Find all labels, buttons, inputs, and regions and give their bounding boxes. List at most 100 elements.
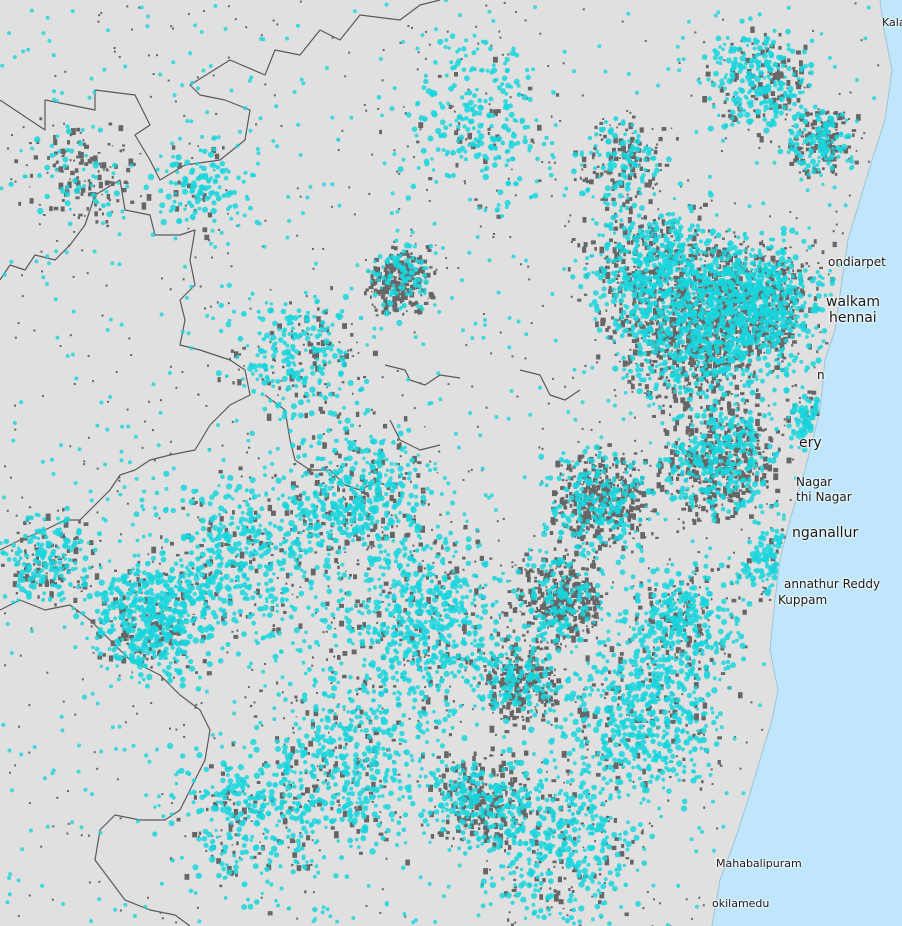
- building-footprint: [763, 95, 769, 100]
- building-footprint: [414, 242, 417, 245]
- building-footprint: [552, 490, 557, 497]
- building-footprint: [599, 246, 605, 254]
- building-footprint: [696, 267, 702, 272]
- building-footprint: [598, 873, 602, 876]
- building-footprint: [324, 569, 328, 574]
- building-footprint: [393, 246, 398, 251]
- building-footprint: [620, 496, 625, 501]
- building-footprint: [232, 381, 235, 385]
- building-footprint: [599, 528, 604, 533]
- building-footprint: [342, 323, 347, 329]
- building-footprint: [392, 267, 397, 272]
- building-footprint: [664, 395, 668, 399]
- building-footprint: [658, 137, 663, 142]
- building-footprint: [280, 380, 283, 382]
- building-footprint: [764, 428, 767, 431]
- building-footprint: [636, 337, 640, 343]
- building-footprint: [324, 443, 327, 448]
- building-footprint: [559, 500, 563, 504]
- building-footprint: [639, 166, 643, 171]
- building-footprint: [272, 624, 275, 628]
- building-footprint: [157, 612, 162, 617]
- building-footprint: [313, 709, 319, 717]
- building-footprint: [302, 513, 306, 518]
- building-footprint: [670, 493, 673, 496]
- building-footprint: [649, 320, 654, 325]
- building-footprint: [605, 475, 608, 477]
- building-footprint: [444, 695, 448, 701]
- building-footprint: [674, 325, 677, 328]
- building-footprint: [364, 492, 369, 496]
- building-footprint: [61, 155, 65, 158]
- building-footprint: [681, 507, 687, 511]
- building-footprint: [282, 365, 285, 369]
- building-footprint: [511, 752, 516, 758]
- building-footprint: [777, 95, 781, 101]
- building-footprint: [528, 681, 531, 684]
- building-footprint: [497, 805, 502, 810]
- building-footprint: [111, 176, 114, 179]
- building-footprint: [629, 506, 634, 513]
- building-footprint: [734, 475, 738, 479]
- building-footprint: [688, 253, 694, 258]
- building-footprint: [682, 779, 686, 782]
- building-footprint: [736, 406, 740, 412]
- building-footprint: [562, 836, 567, 841]
- building-footprint: [469, 830, 475, 837]
- building-footprint: [583, 468, 588, 475]
- building-footprint: [474, 198, 478, 201]
- building-footprint: [648, 179, 653, 185]
- building-footprint: [753, 109, 757, 113]
- building-footprint: [690, 419, 693, 423]
- building-footprint: [553, 547, 557, 551]
- building-footprint: [710, 359, 713, 363]
- building-footprint: [728, 255, 733, 263]
- building-footprint: [564, 548, 568, 552]
- building-footprint: [703, 298, 705, 301]
- building-footprint: [760, 63, 765, 68]
- building-footprint: [545, 700, 550, 704]
- building-footprint: [657, 208, 660, 211]
- building-footprint: [246, 536, 252, 542]
- building-footprint: [721, 462, 725, 466]
- building-footprint: [772, 324, 778, 331]
- building-footprint: [764, 255, 767, 257]
- building-footprint: [500, 772, 505, 778]
- building-footprint: [344, 497, 347, 501]
- building-footprint: [89, 192, 93, 196]
- building-footprint: [698, 304, 702, 310]
- building-footprint: [463, 180, 466, 182]
- building-footprint: [239, 613, 242, 617]
- building-footprint: [381, 630, 386, 638]
- building-footprint: [625, 509, 628, 512]
- building-footprint: [619, 851, 625, 857]
- building-footprint: [316, 505, 318, 508]
- building-footprint: [828, 134, 831, 137]
- building-footprint: [256, 588, 260, 595]
- building-footprint: [369, 738, 373, 744]
- building-footprint: [345, 570, 347, 572]
- building-footprint: [309, 349, 313, 354]
- building-footprint: [608, 538, 610, 541]
- building-footprint: [108, 655, 114, 662]
- building-footprint: [304, 747, 308, 752]
- building-footprint: [832, 112, 836, 115]
- building-footprint: [694, 704, 698, 709]
- building-footprint: [592, 534, 598, 539]
- building-footprint: [538, 596, 541, 600]
- building-footprint: [684, 265, 687, 267]
- building-footprint: [741, 472, 746, 477]
- building-footprint: [282, 537, 286, 540]
- building-footprint: [224, 543, 229, 546]
- building-footprint: [688, 361, 693, 365]
- building-footprint: [493, 143, 497, 147]
- building-footprint: [577, 582, 581, 587]
- building-footprint: [586, 515, 592, 520]
- building-footprint: [185, 665, 190, 669]
- building-footprint: [372, 684, 375, 689]
- building-footprint: [777, 104, 782, 110]
- building-footprint: [495, 114, 498, 117]
- building-footprint: [316, 342, 321, 346]
- building-footprint: [796, 97, 801, 103]
